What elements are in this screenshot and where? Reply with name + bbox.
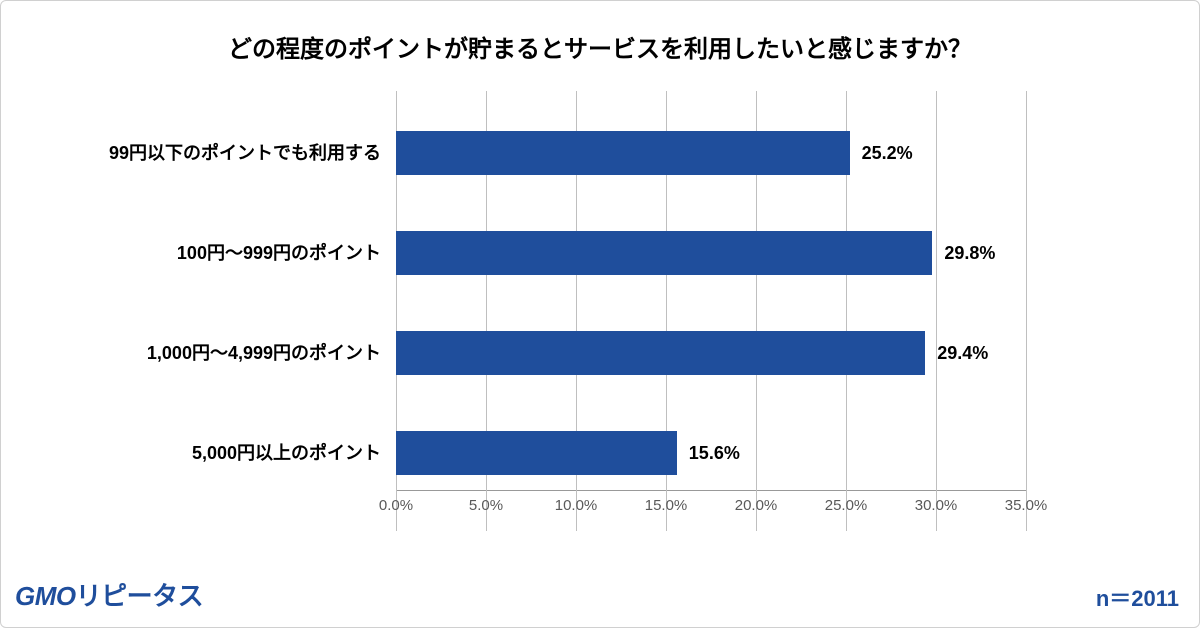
bar-row: 100円～999円のポイント 29.8% <box>1 231 1200 275</box>
logo-text-1: GMO <box>15 581 76 611</box>
bar-row: 99円以下のポイントでも利用する 25.2% <box>1 131 1200 175</box>
bar-row: 5,000円以上のポイント 15.6% <box>1 431 1200 475</box>
bar <box>396 231 932 275</box>
x-tick-label: 20.0% <box>735 497 778 514</box>
x-tick-label: 25.0% <box>825 497 868 514</box>
bar <box>396 431 677 475</box>
chart-area: 0.0% 5.0% 10.0% 15.0% 20.0% 25.0% 30.0% 35.0% 99… <box>1 91 1200 531</box>
category-label: 5,000円以上のポイント <box>1 431 381 475</box>
category-label: 100円～999円のポイント <box>1 231 381 275</box>
bar-row: 1,000円～4,999円のポイント 29.4% <box>1 331 1200 375</box>
sample-size-label: n＝2011 <box>1096 581 1179 613</box>
brand-logo: GMOリピータス <box>15 576 203 613</box>
category-label: 99円以下のポイントでも利用する <box>1 131 381 175</box>
x-tick-label: 35.0% <box>1005 497 1048 514</box>
value-label: 25.2% <box>862 131 913 175</box>
x-tick-label: 5.0% <box>469 497 503 514</box>
x-tick-label: 0.0% <box>379 497 413 514</box>
bar <box>396 331 925 375</box>
logo-text-2: リピータス <box>76 581 204 611</box>
x-tick-label: 15.0% <box>645 497 688 514</box>
x-tick-label: 30.0% <box>915 497 958 514</box>
category-label: 1,000円～4,999円のポイント <box>1 331 381 375</box>
bar <box>396 131 850 175</box>
x-tick-label: 10.0% <box>555 497 598 514</box>
chart-title: どの程度のポイントが貯まるとサービスを利用したいと感じますか？ <box>1 1 1199 64</box>
value-label: 29.4% <box>937 331 988 375</box>
value-label: 29.8% <box>944 231 995 275</box>
value-label: 15.6% <box>689 431 740 475</box>
